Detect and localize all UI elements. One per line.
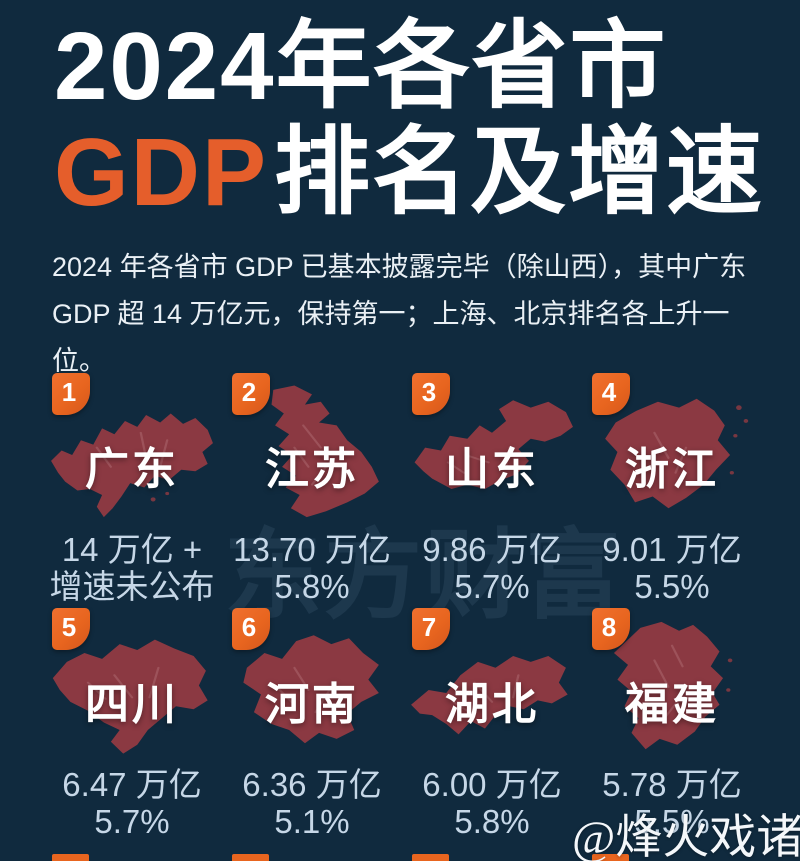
- title-line-2: GDP排名及增速: [54, 118, 765, 226]
- rank-badge: 2: [232, 373, 270, 415]
- gdp-value: 6.36 万亿: [242, 766, 382, 803]
- growth-value: 增速未公布: [49, 568, 215, 605]
- title-gdp-accent: GDP: [54, 118, 269, 226]
- gdp-value: 9.01 万亿: [602, 531, 742, 568]
- rank-badge: 3: [412, 373, 450, 415]
- rank-badge-partial: [592, 854, 629, 861]
- rank-number: 4: [601, 376, 617, 407]
- rank-badge-partial: [412, 854, 449, 861]
- growth-value: 5.7%: [94, 803, 170, 840]
- province-name: 四川: [85, 680, 179, 729]
- gdp-value: 6.00 万亿: [422, 766, 562, 803]
- province-values: 5.78 万亿 5.5%: [582, 766, 762, 840]
- province-card-jiangsu: 2 江苏 13.70 万亿 5.8%: [222, 373, 402, 608]
- province-name: 福建: [625, 680, 719, 729]
- growth-value: 5.5%: [634, 803, 710, 840]
- rank-badge: 6: [232, 608, 270, 650]
- rank-number: 8: [601, 611, 617, 642]
- province-values: 9.01 万亿 5.5%: [582, 531, 762, 605]
- rank-badge-partial: [52, 854, 89, 861]
- province-card-shandong: 3 山东 9.86 万亿 5.7%: [402, 373, 582, 608]
- gdp-value: 5.78 万亿: [602, 766, 742, 803]
- gdp-value: 6.47 万亿: [62, 766, 202, 803]
- province-card-guangdong: 1 广东 14 万亿 + 增速未公布: [42, 373, 222, 608]
- province-name: 浙江: [625, 445, 719, 494]
- growth-value: 5.1%: [274, 803, 350, 840]
- province-values: 13.70 万亿 5.8%: [222, 531, 402, 605]
- growth-value: 5.8%: [454, 803, 530, 840]
- rank-badge: 4: [592, 373, 630, 415]
- province-name: 山东: [445, 445, 539, 494]
- rank-badge: 8: [592, 608, 630, 650]
- subtitle-line-1: 2024 年各省市 GDP 已基本披露完毕（除山西），其中广东: [52, 252, 747, 282]
- rank-number: 7: [421, 611, 437, 642]
- gdp-value: 14 万亿 +: [61, 531, 203, 568]
- province-name: 湖北: [445, 680, 539, 729]
- author-watermark: @烽火戏诸侯: [572, 812, 800, 861]
- province-values: 6.47 万亿 5.7%: [42, 766, 222, 840]
- rank-number: 6: [241, 611, 257, 642]
- province-values: 6.36 万亿 5.1%: [222, 766, 402, 840]
- rank-badge-partial: [232, 854, 269, 861]
- growth-value: 5.8%: [274, 568, 350, 605]
- page-title: 2024年各省市 GDP排名及增速: [54, 14, 764, 225]
- province-card-hubei: 7 湖北 6.00 万亿 5.8%: [402, 608, 582, 843]
- province-card-sichuan: 5 四川 6.47 万亿 5.7%: [42, 608, 222, 843]
- province-name: 江苏: [265, 445, 359, 494]
- province-name: 广东: [85, 445, 179, 494]
- province-name: 河南: [265, 680, 359, 729]
- rank-number: 3: [421, 376, 437, 407]
- subtitle-line-2: GDP 超 14 万亿元，保持第一；上海、北京排名各上升一位。: [52, 299, 730, 376]
- rank-number: 1: [61, 376, 77, 407]
- gdp-value: 13.70 万亿: [233, 531, 391, 568]
- gdp-value: 9.86 万亿: [422, 531, 562, 568]
- province-card-fujian: 8 福建 5.78 万亿 5.5%: [582, 608, 762, 843]
- rank-number: 2: [241, 376, 257, 407]
- province-values: 6.00 万亿 5.8%: [402, 766, 582, 840]
- growth-value: 5.5%: [634, 568, 710, 605]
- rank-number: 5: [61, 611, 77, 642]
- title-line-2-rest: 排名及增速: [274, 118, 765, 226]
- province-card-zhejiang: 4 浙江 9.01 万亿 5.5%: [582, 373, 762, 608]
- province-values: 14 万亿 + 增速未公布: [42, 531, 222, 605]
- subtitle: 2024 年各省市 GDP 已基本披露完毕（除山西），其中广东 GDP 超 14…: [52, 244, 762, 385]
- province-card-henan: 6 河南 6.36 万亿 5.1%: [222, 608, 402, 843]
- title-line-1: 2024年各省市: [54, 13, 668, 120]
- province-values: 9.86 万亿 5.7%: [402, 531, 582, 605]
- growth-value: 5.7%: [454, 568, 530, 605]
